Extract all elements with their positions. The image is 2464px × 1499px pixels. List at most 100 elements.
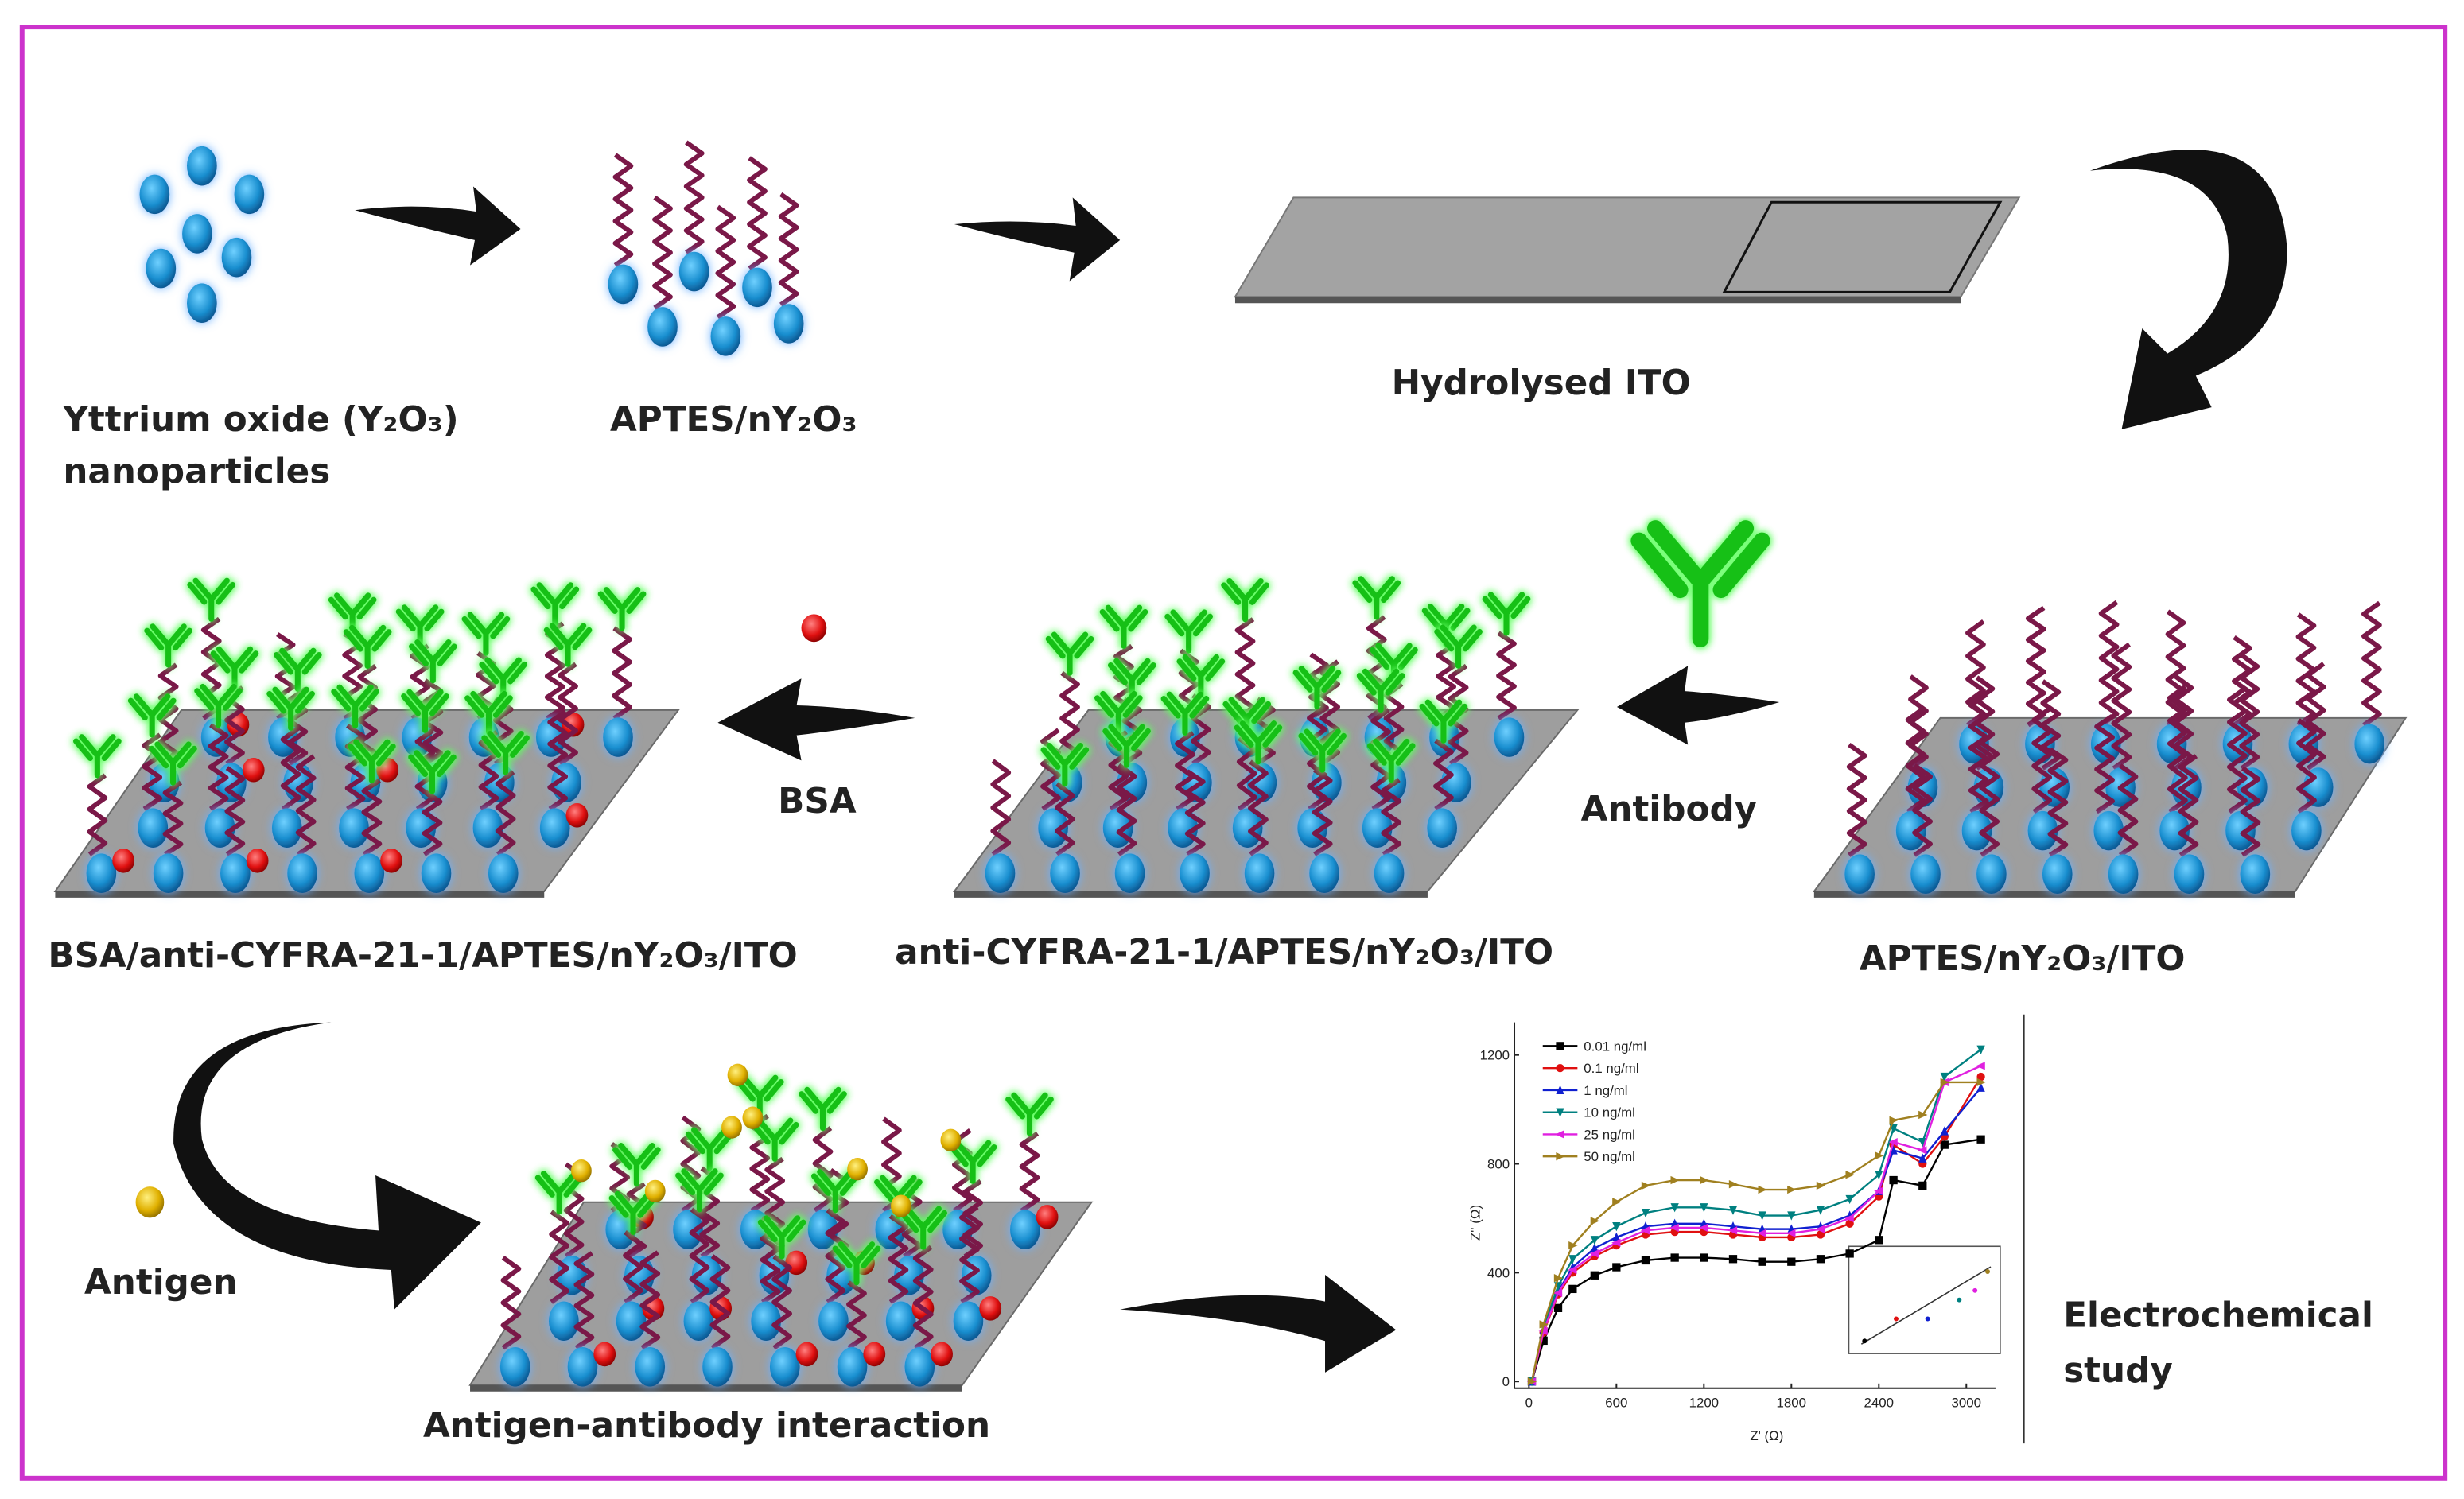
antibody	[1434, 624, 1483, 669]
aptes-linker	[1248, 759, 1269, 856]
ito-edge	[1234, 297, 1961, 304]
antigen	[940, 1128, 962, 1151]
antigen	[644, 1179, 666, 1203]
nanoparticle	[354, 853, 385, 893]
nanoparticle	[1976, 854, 2007, 894]
aptes-linker	[2226, 686, 2248, 814]
nanoparticle	[153, 853, 184, 893]
antibody	[832, 1241, 881, 1286]
arrow	[355, 186, 521, 266]
aptes-linker	[846, 1280, 867, 1350]
bsa	[380, 849, 402, 873]
antigen	[571, 1159, 592, 1183]
aptes-linker	[812, 1126, 834, 1213]
inset-fit	[1860, 1266, 1992, 1345]
antibody	[1094, 690, 1143, 736]
ito-slide	[1234, 196, 2021, 298]
antibody	[799, 1086, 847, 1132]
aptes-linker	[771, 1254, 792, 1350]
data-point	[1539, 1320, 1549, 1329]
antibody	[948, 1140, 997, 1184]
data-point	[1758, 1257, 1766, 1266]
electrode-edge	[470, 1384, 962, 1392]
nanoparticle	[2291, 810, 2322, 851]
nanoparticle	[138, 808, 169, 848]
aptes-linker	[1912, 763, 1933, 857]
x-tick-label: 1800	[1777, 1396, 1806, 1411]
aptes-linker	[157, 662, 179, 766]
aptes-linker	[623, 1230, 643, 1304]
nanoparticle	[2042, 854, 2073, 894]
antibody	[899, 1206, 948, 1250]
label: Yttrium oxide (Y₂O₃)	[62, 400, 458, 440]
data-point	[1816, 1206, 1825, 1215]
data-point	[1553, 1274, 1564, 1283]
nanoparticle	[472, 808, 503, 848]
aptes-linker	[2047, 747, 2069, 857]
data-point	[1611, 1238, 1621, 1247]
nanoparticle	[1180, 853, 1210, 893]
aptes-linker	[573, 1251, 595, 1350]
nanoparticle	[204, 808, 235, 848]
data-point	[1875, 1236, 1883, 1245]
arrow	[717, 678, 915, 761]
x-tick-label: 600	[1605, 1396, 1627, 1411]
antibody	[1045, 631, 1094, 676]
nanoparticle	[187, 283, 217, 324]
arrow	[954, 197, 1121, 282]
antibody	[187, 577, 236, 622]
nanoparticle	[603, 717, 633, 757]
data-point	[1976, 1072, 1985, 1082]
nanoparticle	[1232, 808, 1263, 848]
nanoparticle	[2354, 724, 2385, 764]
data-point	[1815, 1225, 1825, 1233]
aptes-linker	[1979, 740, 2000, 857]
data-point	[1918, 1137, 1927, 1148]
antibody	[675, 1168, 724, 1213]
data-point	[1590, 1271, 1599, 1280]
data-point	[1728, 1226, 1738, 1235]
aptes-linker	[208, 723, 229, 811]
nanoparticle	[1010, 1210, 1040, 1250]
antibody	[481, 731, 530, 775]
aptes-linker	[2361, 600, 2382, 728]
antibody	[328, 592, 377, 637]
nanoparticle	[220, 853, 251, 893]
aptes-linker	[87, 773, 108, 856]
data-point	[1918, 1110, 1928, 1120]
antibody	[1298, 728, 1347, 773]
antibody	[266, 686, 315, 731]
nanoparticle	[742, 267, 772, 308]
data-point	[1553, 1288, 1563, 1298]
nanoparticle	[1362, 808, 1393, 848]
x-tick-label: 3000	[1952, 1396, 1981, 1411]
antibody	[685, 1127, 734, 1171]
data-point	[1556, 1085, 1564, 1095]
data-point	[1787, 1257, 1796, 1266]
data-point	[1940, 1078, 1949, 1087]
data-point	[1845, 1249, 1854, 1258]
nanoparticle	[710, 316, 741, 356]
ito-window	[1722, 200, 2003, 293]
inset-point	[1957, 1297, 1962, 1303]
nanoparticle	[216, 763, 247, 802]
y-tick-label: 400	[1487, 1265, 1510, 1280]
data-point	[1556, 1108, 1564, 1117]
impedance-plot: Z' (Ω) Z'' (Ω) 0 600 1200 1800 2400 3000 0 400 8…	[1467, 1014, 2025, 1443]
data-point	[1976, 1062, 1985, 1070]
arrow	[1616, 666, 1780, 745]
data-point	[1700, 1203, 1708, 1213]
nanoparticle	[2174, 854, 2205, 894]
antibody	[1292, 665, 1342, 710]
aptes-linker	[1116, 763, 1137, 856]
antigen	[721, 1116, 742, 1139]
data-point	[1816, 1255, 1825, 1264]
nanoparticle	[488, 853, 519, 893]
antigen	[891, 1194, 911, 1217]
antibody	[273, 647, 322, 692]
data-point	[1590, 1243, 1599, 1252]
data-point	[1918, 1153, 1927, 1163]
aptes-linker	[2239, 653, 2260, 771]
nanoparticle	[339, 808, 369, 848]
